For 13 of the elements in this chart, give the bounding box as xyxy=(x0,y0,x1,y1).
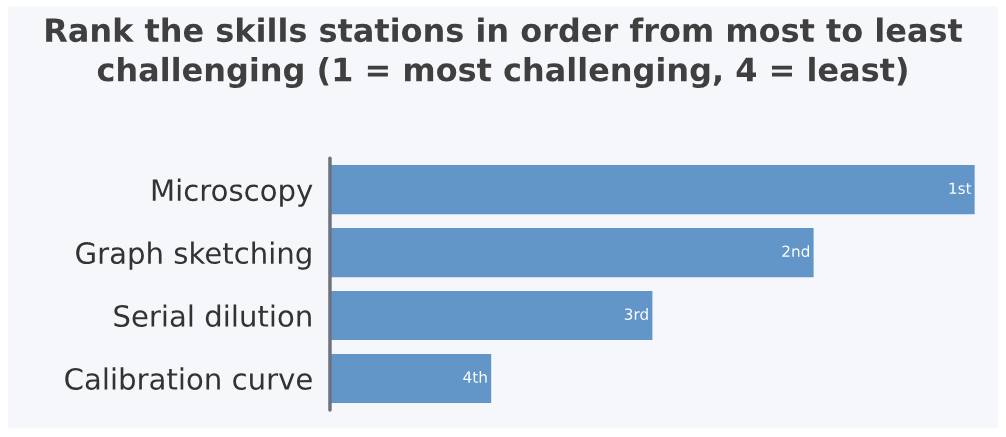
bar xyxy=(329,353,492,403)
annotation: 2nd xyxy=(782,245,809,258)
y-tick-label: Calibration curve xyxy=(65,367,312,390)
bar xyxy=(329,165,975,215)
y-tick-label: Microscopy xyxy=(152,178,313,207)
annotation: 1st xyxy=(949,182,972,195)
y-tick-label: Graph sketching xyxy=(76,241,311,270)
chart-title: Rank the skills stations in order from most to least challenging (1 = most challenging, 4 = least) xyxy=(46,17,963,89)
annotation: 4th xyxy=(463,371,487,383)
bar xyxy=(329,228,814,278)
bar xyxy=(329,290,653,341)
annotation: 3rd xyxy=(624,308,648,320)
y-tick-label: Serial dilution xyxy=(114,304,311,328)
